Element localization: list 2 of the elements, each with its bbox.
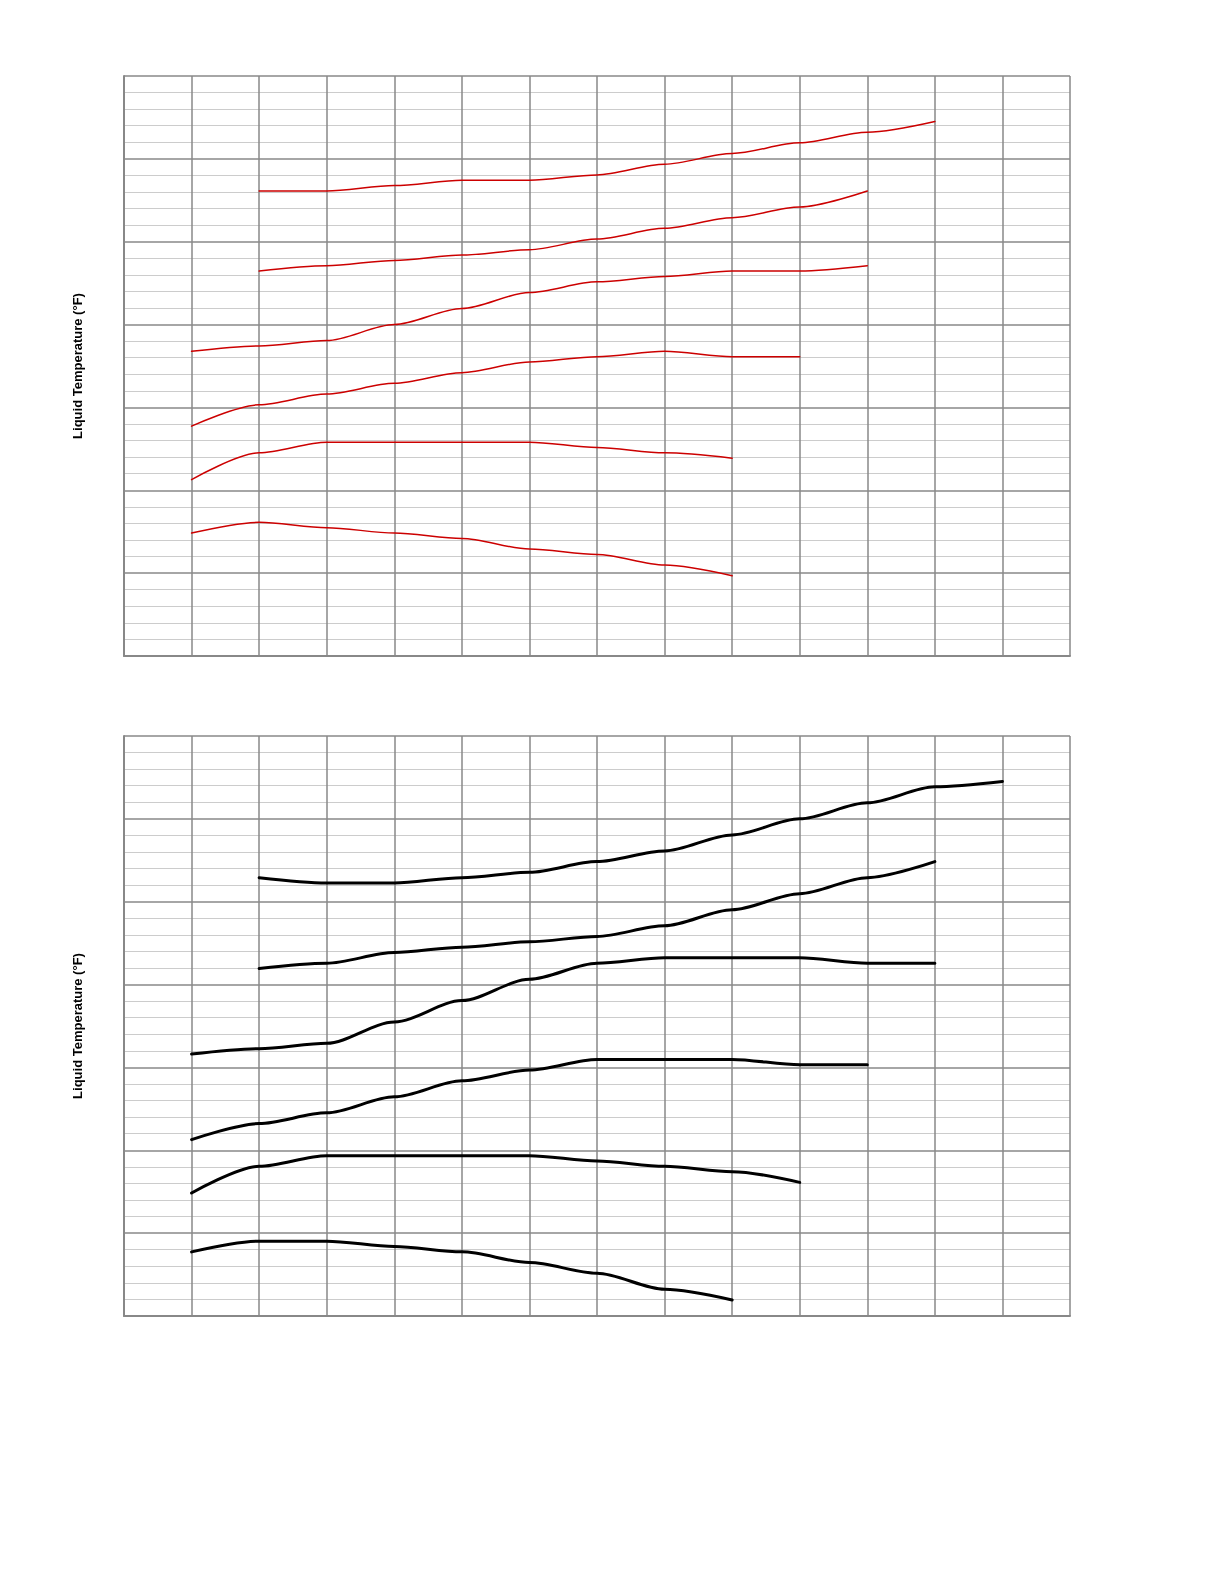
y-axis-title: Liquid Temperature (°F): [70, 293, 85, 439]
y-axis-title: Liquid Temperature (°F): [70, 953, 85, 1099]
